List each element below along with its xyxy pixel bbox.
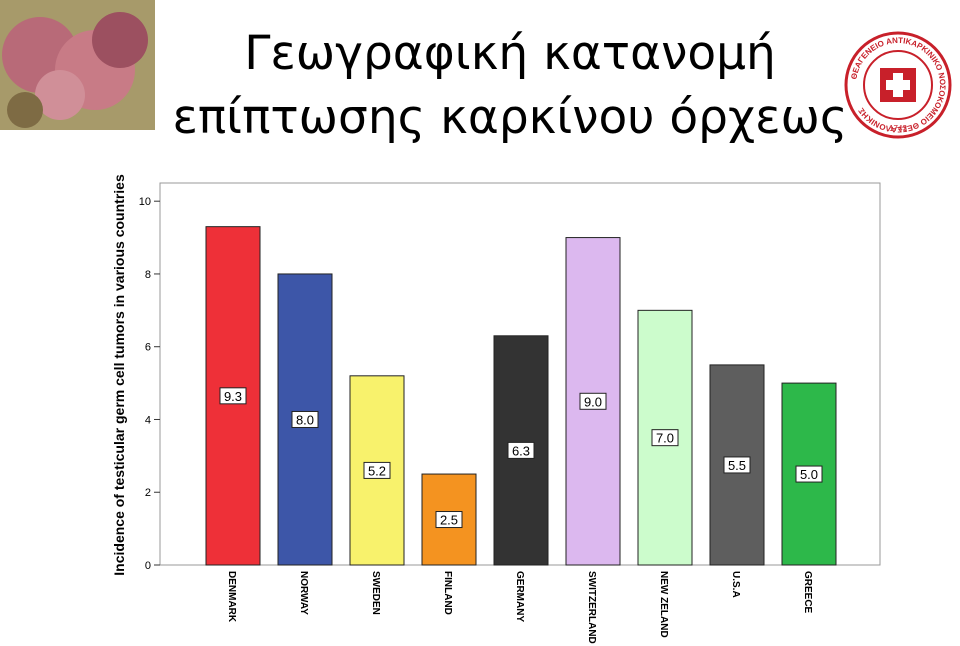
value-label: 2.5 [440, 513, 458, 528]
x-tick-label: NEW ZELAND [658, 571, 669, 638]
value-label-box [435, 511, 463, 529]
value-label-box [723, 456, 751, 474]
y-tick-label: 2 [145, 487, 151, 499]
x-tick-label: U.S.A [730, 571, 741, 598]
value-label: 7.0 [656, 431, 674, 446]
value-label: 9.3 [224, 389, 242, 404]
value-label: 5.5 [728, 458, 746, 473]
x-tick-label: GREECE [802, 571, 813, 614]
value-label-box [363, 461, 391, 479]
x-tick-label: NORWAY [298, 571, 309, 615]
x-tick-label: GERMANY [514, 571, 525, 622]
x-tick-label: DENMARK [226, 571, 237, 623]
value-label-box [795, 465, 823, 483]
y-tick-label: 6 [145, 342, 151, 354]
slide-title: Γεωγραφική κατανομή επίπτωσης καρκίνου ό… [172, 26, 848, 145]
value-label-box [507, 441, 535, 459]
y-tick-label: 0 [145, 560, 151, 572]
value-label: 5.2 [368, 463, 386, 478]
value-label: 6.3 [512, 443, 530, 458]
value-label: 5.0 [800, 467, 818, 482]
y-tick-label: 8 [145, 269, 151, 281]
value-label-box [579, 392, 607, 410]
value-label-box [219, 387, 247, 405]
value-label-box [291, 410, 319, 428]
x-tick-label: FINLAND [442, 571, 453, 615]
x-tick-label: SWITZERLAND [586, 571, 597, 644]
logo-year: 1743 [889, 124, 907, 133]
logo: ΘΕΑΓΕΝΕΙΟ ΑΝΤΙΚΑΡΚΙΝΙΚΟ ΝΟΣΟΚΟΜΕΙΟ ΘΕΣΣΑ… [844, 31, 952, 139]
cell-photo [0, 0, 155, 130]
value-label: 8.0 [296, 412, 314, 427]
value-label: 9.0 [584, 394, 602, 409]
y-tick-label: 10 [139, 196, 151, 208]
y-axis-label: Incidence of testicular germ cell tumors… [111, 174, 127, 576]
y-tick-label: 4 [145, 414, 151, 426]
x-tick-label: SWEDEN [370, 571, 381, 615]
value-label-box [651, 429, 679, 447]
